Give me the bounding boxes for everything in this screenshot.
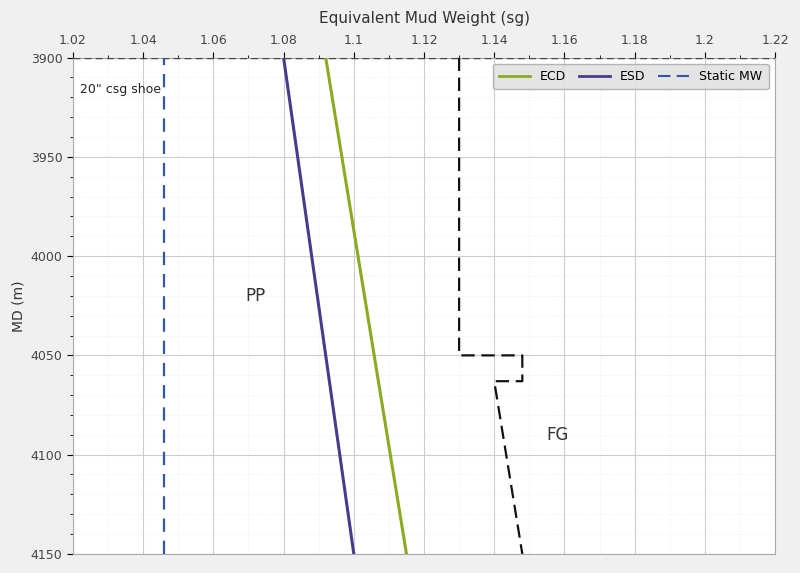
Legend: ECD, ESD, Static MW: ECD, ESD, Static MW	[493, 64, 769, 89]
Text: PP: PP	[246, 287, 266, 305]
Y-axis label: MD (m): MD (m)	[11, 280, 25, 332]
X-axis label: Equivalent Mud Weight (sg): Equivalent Mud Weight (sg)	[318, 11, 530, 26]
Text: 20" csg shoe: 20" csg shoe	[80, 84, 161, 96]
Text: FG: FG	[546, 426, 569, 444]
